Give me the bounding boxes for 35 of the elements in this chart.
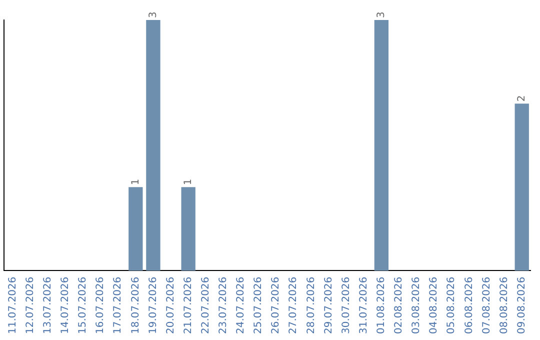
data-label: 1 bbox=[130, 178, 142, 186]
x-tick-label: 08.08.2026 bbox=[498, 276, 510, 334]
x-tick-label: 01.08.2026 bbox=[376, 276, 388, 334]
x-tick-label: 12.07.2026 bbox=[24, 276, 36, 334]
x-tick-label: 30.07.2026 bbox=[340, 276, 352, 334]
x-tick-label: 28.07.2026 bbox=[306, 276, 317, 334]
x-tick-label: 07.08.2026 bbox=[481, 276, 492, 334]
x-tick-label: 03.08.2026 bbox=[411, 276, 422, 334]
x-tick-label: 16.07.2026 bbox=[95, 276, 106, 334]
x-tick-label: 20.07.2026 bbox=[165, 276, 176, 334]
x-tick-label: 15.07.2026 bbox=[78, 276, 89, 334]
x-tick-label: 27.07.2026 bbox=[288, 276, 300, 334]
x-tick-label: 04.08.2026 bbox=[428, 276, 440, 334]
x-tick-label: 06.08.2026 bbox=[464, 276, 475, 334]
x-tick-label: 19.07.2026 bbox=[148, 276, 159, 334]
x-tick-label: 18.07.2026 bbox=[130, 276, 142, 334]
x-tick-label: 24.07.2026 bbox=[236, 276, 247, 334]
data-label: 3 bbox=[148, 12, 159, 18]
data-label: 3 bbox=[376, 12, 388, 18]
x-tick-label: 17.07.2026 bbox=[112, 276, 124, 334]
x-tick-label: 22.07.2026 bbox=[200, 276, 212, 334]
x-tick-label: 14.07.2026 bbox=[60, 276, 72, 334]
x-tick-label: 02.08.2026 bbox=[394, 276, 405, 334]
x-tick-label: 13.07.2026 bbox=[42, 276, 54, 334]
x-tick-label: 26.07.2026 bbox=[270, 276, 282, 334]
x-tick-label: 11.07.2026 bbox=[7, 276, 18, 334]
x-tick-label: 31.07.2026 bbox=[358, 276, 370, 334]
x-tick-label: 25.07.2026 bbox=[253, 276, 264, 334]
x-tick-label: 21.07.2026 bbox=[182, 276, 194, 334]
x-tick-label: 05.08.2026 bbox=[446, 276, 458, 334]
data-label: 2 bbox=[516, 95, 528, 102]
x-tick-label: 23.07.2026 bbox=[218, 276, 230, 334]
x-tick-label: 09.08.2026 bbox=[516, 276, 528, 334]
x-tick-label: 29.07.2026 bbox=[323, 276, 334, 334]
data-label: 1 bbox=[182, 178, 194, 186]
